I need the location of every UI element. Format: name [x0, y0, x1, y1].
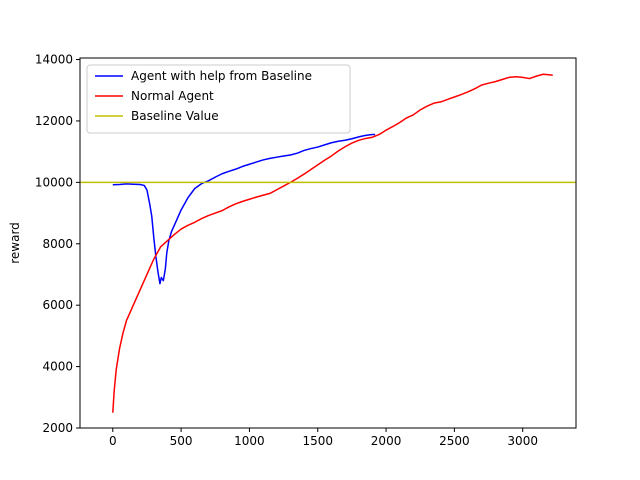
legend-label: Agent with help from Baseline: [131, 69, 312, 83]
legend-box: [86, 64, 351, 134]
y-tick-label: 10000: [35, 175, 73, 189]
legend-label: Baseline Value: [131, 109, 219, 123]
x-tick-label: 2000: [371, 434, 402, 448]
y-axis-label: reward: [8, 222, 22, 264]
x-tick-label: 2500: [439, 434, 470, 448]
legend-label: Normal Agent: [131, 89, 214, 103]
y-tick-label: 14000: [35, 53, 73, 67]
x-tick-label: 1000: [234, 434, 265, 448]
legend: Agent with help from Baseline Normal Agen…: [86, 64, 351, 134]
y-axis: 2000 4000 6000 8000 10000 12000 14000: [35, 53, 80, 435]
y-tick-label: 8000: [42, 237, 73, 251]
series-layer: [80, 73, 576, 413]
x-tick-label: 0: [109, 434, 117, 448]
x-tick-label: 1500: [302, 434, 333, 448]
x-axis: 0 500 1000 1500 2000 2500 3000: [109, 428, 538, 448]
x-tick-label: 3000: [507, 434, 538, 448]
x-tick-label: 500: [170, 434, 193, 448]
series-line-2: [112, 73, 553, 413]
y-tick-label: 12000: [35, 114, 73, 128]
series-line-1: [112, 133, 376, 285]
y-tick-label: 4000: [42, 360, 73, 374]
axes-frame: [79, 57, 577, 429]
y-tick-label: 2000: [42, 421, 73, 435]
y-tick-label: 6000: [42, 298, 73, 312]
